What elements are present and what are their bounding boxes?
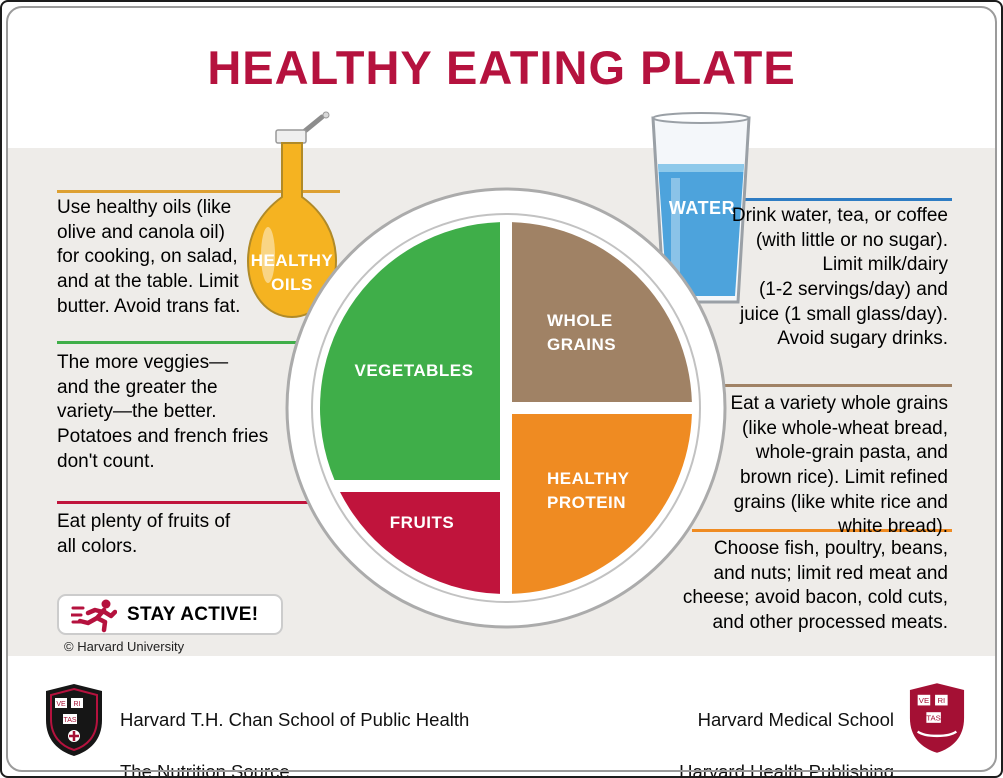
- svg-text:TAS: TAS: [63, 717, 76, 724]
- water-note: Drink water, tea, or coffee (with little…: [731, 205, 948, 350]
- svg-text:TAS: TAS: [926, 713, 940, 722]
- oils-connector-line: [57, 190, 340, 193]
- footer-left-line1: Harvard T.H. Chan School of Public Healt…: [120, 709, 470, 730]
- fruits-connector-line: [57, 501, 322, 504]
- healthy-protein-section: [512, 414, 692, 594]
- water-glass-icon: [651, 112, 751, 304]
- fruits-note: Eat plenty of fruits of all colors.: [57, 511, 231, 557]
- whole-grains-label: WHOLE GRAINS: [547, 311, 617, 354]
- vegetables-label: VEGETABLES: [354, 361, 474, 380]
- harvard-chan-shield-icon: VE RI TAS: [46, 684, 102, 756]
- water-fill: [658, 164, 744, 296]
- vegetables-section: [320, 222, 500, 480]
- footer-right-org: Harvard Medical School Harvard Health Pu…: [679, 681, 894, 778]
- whole-grains-section: [512, 222, 692, 402]
- footer-right-line1: Harvard Medical School: [697, 709, 894, 730]
- healthy-protein-note: Choose fish, poultry, beans, and nuts; l…: [682, 538, 948, 634]
- stay-active-badge: STAY ACTIVE!: [57, 594, 283, 635]
- whole-grains-note: Eat a variety whole grains (like whole-w…: [730, 393, 948, 538]
- harvard-medical-shield-icon: VE RI TAS: [909, 683, 965, 753]
- protein-connector-line: [692, 529, 952, 532]
- copyright-notice: © Harvard University: [64, 639, 185, 654]
- svg-text:VE: VE: [919, 696, 929, 705]
- plate-graphic: [285, 187, 727, 629]
- svg-text:VE: VE: [56, 701, 66, 708]
- vegetables-connector-line: [57, 341, 334, 344]
- fruits-section: [340, 492, 500, 594]
- footer-left-line2: The Nutrition Source: [120, 761, 290, 778]
- fruits-label: FRUITS: [389, 513, 455, 532]
- oil-bottle-icon: [246, 111, 338, 319]
- stay-active-label: STAY ACTIVE!: [127, 603, 259, 625]
- water-connector-line: [702, 198, 952, 201]
- oils-label: HEALTHY OILS: [250, 251, 334, 294]
- oils-note: Use healthy oils (like olive and canola …: [57, 197, 241, 317]
- runner-icon: [71, 599, 117, 632]
- svg-text:RI: RI: [74, 701, 81, 708]
- svg-text:RI: RI: [937, 696, 945, 705]
- oil-bottle-body: [246, 142, 338, 319]
- footer-left-org: Harvard T.H. Chan School of Public Healt…: [120, 681, 470, 778]
- vegetables-note: The more veggies— and the greater the va…: [57, 352, 269, 472]
- grains-connector-line: [692, 384, 952, 387]
- water-label: WATER: [668, 198, 736, 218]
- page-title: HEALTHY EATING PLATE: [207, 41, 796, 94]
- healthy-protein-label: HEALTHY PROTEIN: [547, 469, 630, 512]
- footer-right-line2: Harvard Health Publishing: [679, 761, 894, 778]
